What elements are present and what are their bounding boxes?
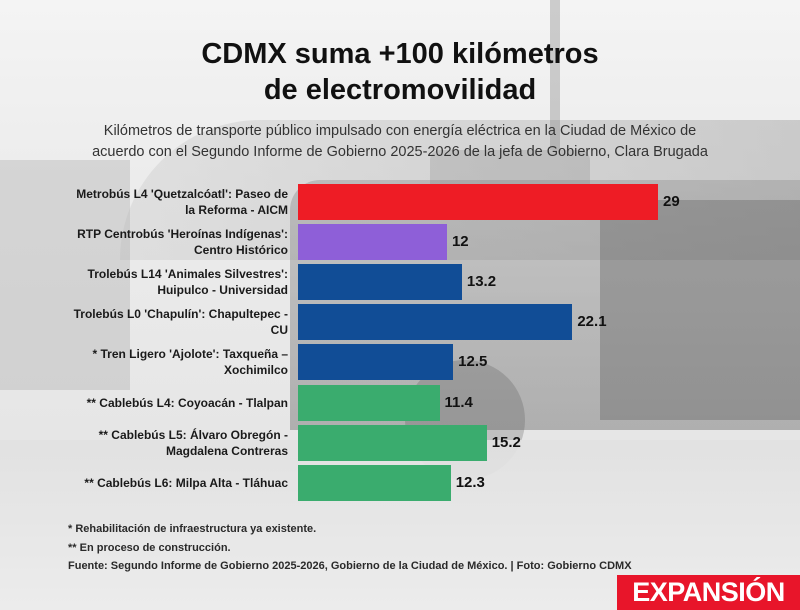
- category-label: * Tren Ligero 'Ajolote': Taxqueña – Xochi…: [28, 346, 288, 378]
- note-rehabilitation: * Rehabilitación de infraestructura ya e…: [68, 523, 317, 535]
- category-label-line: Trolebús L14 'Animales Silvestres':: [87, 267, 288, 282]
- category-label-line: ** Cablebús L4: Coyoacán - Tlalpan: [86, 395, 288, 410]
- category-label: ** Cablebús L6: Milpa Alta - Tláhuac: [28, 475, 288, 491]
- category-label-line: RTP Centrobús 'Heroínas Indígenas':: [77, 227, 288, 242]
- category-label-line: Xochimilco: [223, 363, 288, 378]
- category-label: Metrobús L4 'Quetzalcóatl': Paseo de la R…: [28, 186, 288, 218]
- note-construction: ** En proceso de construcción.: [68, 541, 231, 554]
- category-label-line: Trolebús L0 'Chapulín': Chapultepec -: [73, 307, 288, 322]
- category-label-line: Centro Histórico: [193, 243, 288, 258]
- value-label: 12.3: [455, 473, 485, 491]
- expansion-logo: EXPANSIÓN: [617, 575, 800, 610]
- category-label-line: Metrobús L4 'Quetzalcóatl': Paseo de: [76, 187, 288, 201]
- category-label-line: la Reforma - AICM: [185, 203, 288, 217]
- category-label: RTP Centrobús 'Heroínas Indígenas': Centr…: [28, 226, 288, 258]
- source-note: Fuente: Segundo Informe de Gobierno 2025…: [68, 560, 632, 572]
- bar: [298, 424, 487, 461]
- bus-mural-shape: [600, 200, 800, 420]
- chart-title: CDMX suma +100 kilómetros de electromovi…: [0, 36, 800, 108]
- value-label: 11.4: [444, 393, 473, 411]
- category-label-line: Huipulco - Universidad: [157, 283, 288, 298]
- title-line-2: de electromovilidad: [263, 74, 537, 106]
- category-label: ** Cablebús L4: Coyoacán - Tlalpan: [28, 395, 288, 411]
- title-line-1: CDMX suma +100 kilómetros: [201, 38, 599, 70]
- bar: [298, 344, 454, 381]
- category-label-line: ** Cablebús L6: Milpa Alta - Tláhuac: [84, 475, 288, 490]
- pillar-shape: [550, 0, 560, 150]
- subtitle-line-1: Kilómetros de transporte público impulsa…: [103, 123, 697, 139]
- footnotes: * Rehabilitación de infraestructura ya e…: [68, 520, 708, 576]
- category-label-line: CU: [270, 323, 288, 338]
- bar: [298, 224, 447, 261]
- category-label: Trolebús L0 'Chapulín': Chapultepec - CU: [28, 306, 288, 338]
- value-label: 15.2: [491, 433, 521, 451]
- value-label: 12.5: [458, 353, 488, 371]
- bus-front-shape: [0, 160, 130, 390]
- bar: [298, 304, 573, 341]
- value-label: 13.2: [466, 273, 497, 291]
- subtitle-line-2: acuerdo con el Segundo Informe de Gobier…: [92, 144, 708, 160]
- bar: [298, 464, 451, 501]
- category-label-line: * Tren Ligero 'Ajolote': Taxqueña –: [92, 347, 288, 362]
- category-label-line: ** Cablebús L5: Álvaro Obregón -: [98, 427, 288, 442]
- value-label: 22.1: [577, 313, 607, 331]
- category-label: Trolebús L14 'Animales Silvestres': Huipu…: [28, 266, 288, 298]
- chart-subtitle: Kilómetros de transporte público impulsa…: [60, 121, 740, 163]
- category-label-line: Magdalena Contreras: [165, 443, 288, 458]
- value-label: 12: [451, 233, 469, 251]
- bar: [298, 264, 462, 301]
- bar: [298, 184, 658, 220]
- value-label: 29: [663, 193, 680, 210]
- bar: [298, 384, 440, 421]
- category-label: ** Cablebús L5: Álvaro Obregón - Magdalen…: [28, 427, 288, 459]
